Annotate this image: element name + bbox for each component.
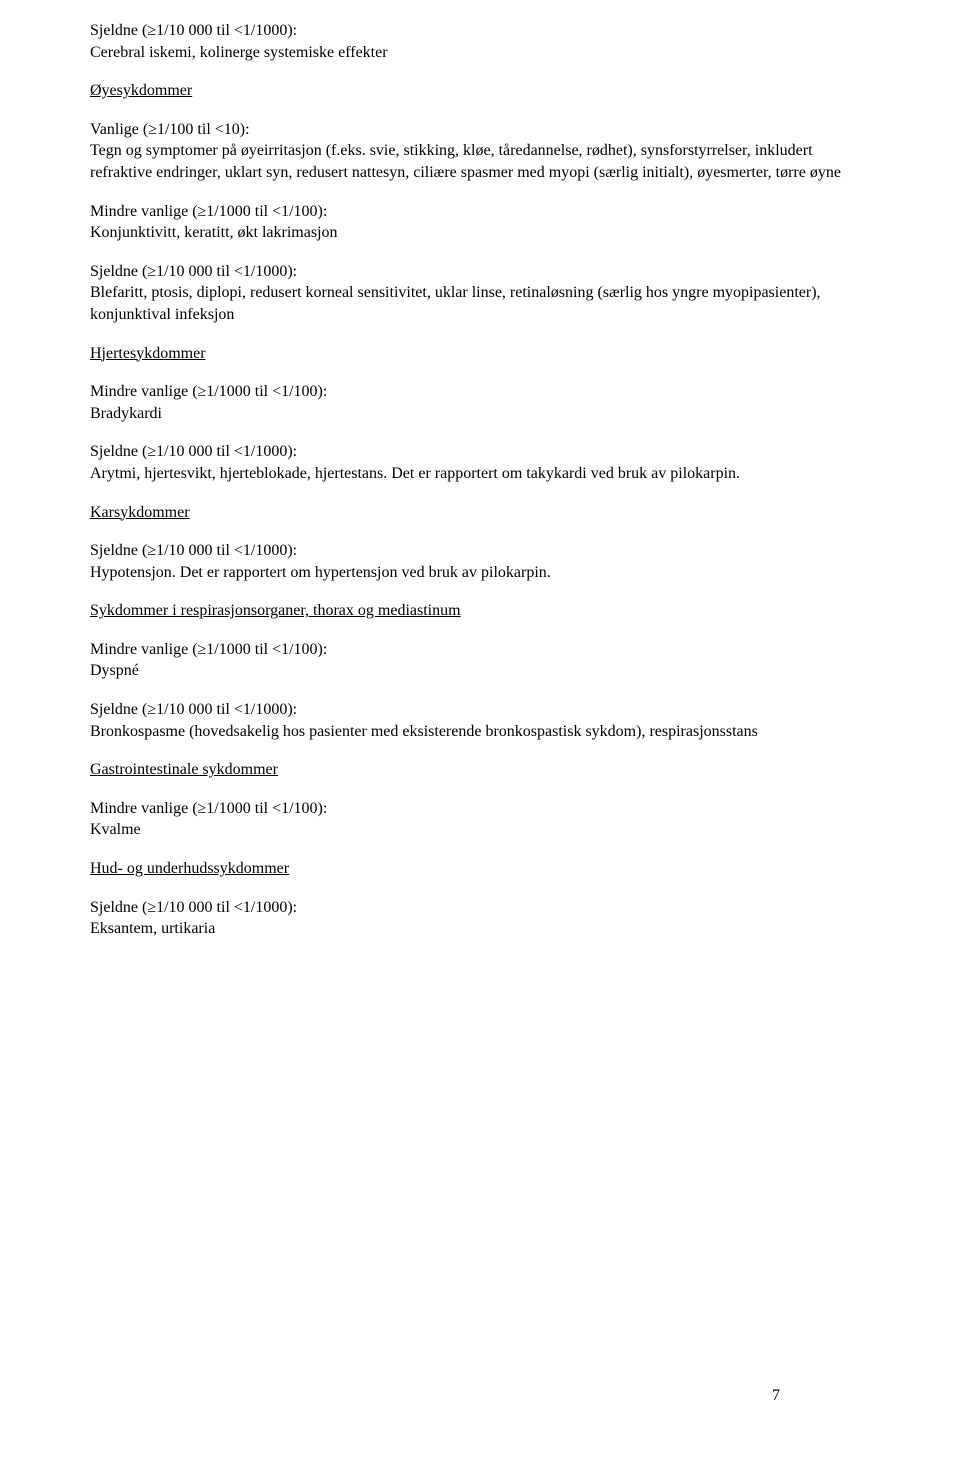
frequency-header: Mindre vanlige (≥1/1000 til <1/100): xyxy=(90,381,870,403)
frequency-body: Blefaritt, ptosis, diplopi, redusert kor… xyxy=(90,282,870,325)
frequency-body: Tegn og symptomer på øyeirritasjon (f.ek… xyxy=(90,140,870,183)
frequency-body: Eksantem, urtikaria xyxy=(90,918,870,940)
category-heading: Karsykdommer xyxy=(90,502,870,524)
frequency-body: Bronkospasme (hovedsakelig hos pasienter… xyxy=(90,721,870,743)
frequency-header: Sjeldne (≥1/10 000 til <1/1000): xyxy=(90,441,870,463)
frequency-body: Dyspné xyxy=(90,660,870,682)
frequency-block: Sjeldne (≥1/10 000 til <1/1000): Blefari… xyxy=(90,261,870,326)
frequency-header: Mindre vanlige (≥1/1000 til <1/100): xyxy=(90,201,870,223)
frequency-block: Mindre vanlige (≥1/1000 til <1/100): Bra… xyxy=(90,381,870,424)
frequency-header: Vanlige (≥1/100 til <10): xyxy=(90,119,870,141)
frequency-block: Sjeldne (≥1/10 000 til <1/1000): Arytmi,… xyxy=(90,441,870,484)
frequency-block: Sjeldne (≥1/10 000 til <1/1000): Hypoten… xyxy=(90,540,870,583)
category-heading: Hjertesykdommer xyxy=(90,343,870,365)
frequency-body: Arytmi, hjertesvikt, hjerteblokade, hjer… xyxy=(90,463,870,485)
frequency-block: Sjeldne (≥1/10 000 til <1/1000): Eksante… xyxy=(90,897,870,940)
category-heading: Øyesykdommer xyxy=(90,80,870,102)
frequency-header: Sjeldne (≥1/10 000 til <1/1000): xyxy=(90,540,870,562)
frequency-header: Sjeldne (≥1/10 000 til <1/1000): xyxy=(90,261,870,283)
category-heading: Hud- og underhudssykdommer xyxy=(90,858,870,880)
page-container: Sjeldne (≥1/10 000 til <1/1000): Cerebra… xyxy=(90,20,870,1442)
frequency-block: Sjeldne (≥1/10 000 til <1/1000): Cerebra… xyxy=(90,20,870,63)
frequency-block: Mindre vanlige (≥1/1000 til <1/100): Dys… xyxy=(90,639,870,682)
page-number: 7 xyxy=(772,1385,780,1407)
category-heading: Sykdommer i respirasjonsorganer, thorax … xyxy=(90,600,870,622)
frequency-header: Sjeldne (≥1/10 000 til <1/1000): xyxy=(90,897,870,919)
frequency-block: Mindre vanlige (≥1/1000 til <1/100): Kon… xyxy=(90,201,870,244)
frequency-body: Hypotensjon. Det er rapportert om hypert… xyxy=(90,562,870,584)
frequency-block: Sjeldne (≥1/10 000 til <1/1000): Bronkos… xyxy=(90,699,870,742)
frequency-body: Bradykardi xyxy=(90,403,870,425)
frequency-block: Vanlige (≥1/100 til <10): Tegn og sympto… xyxy=(90,119,870,184)
frequency-header: Mindre vanlige (≥1/1000 til <1/100): xyxy=(90,639,870,661)
frequency-header: Sjeldne (≥1/10 000 til <1/1000): xyxy=(90,699,870,721)
frequency-header: Sjeldne (≥1/10 000 til <1/1000): xyxy=(90,20,870,42)
frequency-block: Mindre vanlige (≥1/1000 til <1/100): Kva… xyxy=(90,798,870,841)
frequency-header: Mindre vanlige (≥1/1000 til <1/100): xyxy=(90,798,870,820)
frequency-body: Kvalme xyxy=(90,819,870,841)
frequency-body: Cerebral iskemi, kolinerge systemiske ef… xyxy=(90,42,870,64)
category-heading: Gastrointestinale sykdommer xyxy=(90,759,870,781)
frequency-body: Konjunktivitt, keratitt, økt lakrimasjon xyxy=(90,222,870,244)
